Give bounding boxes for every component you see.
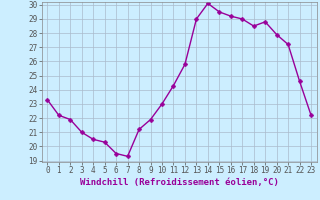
X-axis label: Windchill (Refroidissement éolien,°C): Windchill (Refroidissement éolien,°C): [80, 178, 279, 187]
